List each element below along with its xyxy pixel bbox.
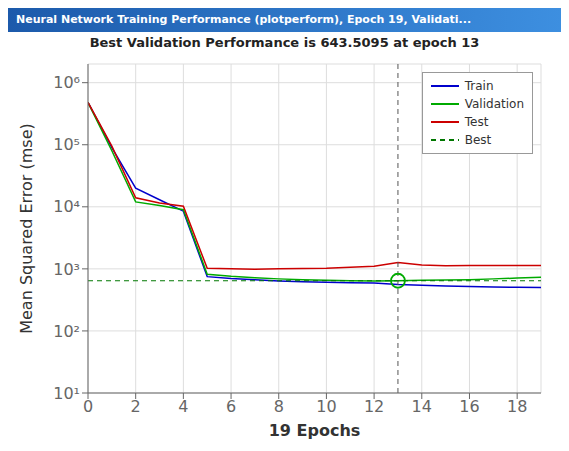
svg-text:2: 2 [131, 397, 141, 416]
html-text:Best Validation Performance is: Best Validation Performance is 643.5095 … [89, 35, 480, 50]
html-text:Best: Best [464, 133, 492, 147]
svg-text:10: 10 [316, 397, 336, 416]
svg-text:18: 18 [507, 397, 527, 416]
svg-text:Mean Squared Error (mse): Mean Squared Error (mse) [17, 123, 36, 334]
svg-text:6: 6 [226, 397, 236, 416]
svg-text:10³: 10³ [53, 260, 80, 279]
svg-text:8: 8 [274, 397, 284, 416]
svg-text:0: 0 [83, 397, 93, 416]
svg-text:4: 4 [178, 397, 188, 416]
html-text:Train: Train [464, 79, 494, 93]
svg-text:10⁶: 10⁶ [53, 73, 80, 92]
svg-text:10¹: 10¹ [53, 384, 80, 403]
svg-text:12: 12 [364, 397, 384, 416]
html-text:Validation: Validation [464, 97, 524, 111]
html-text:Neural Network Training Perfor: Neural Network Training Performance (plo… [16, 13, 472, 26]
svg-text:14: 14 [412, 397, 432, 416]
svg-text:16: 16 [459, 397, 479, 416]
svg-text:10²: 10² [53, 322, 80, 341]
html-text:Test: Test [464, 115, 489, 129]
svg-text:19 Epochs: 19 Epochs [269, 421, 361, 440]
svg-text:10⁴: 10⁴ [53, 197, 80, 216]
svg-text:10⁵: 10⁵ [53, 135, 80, 154]
